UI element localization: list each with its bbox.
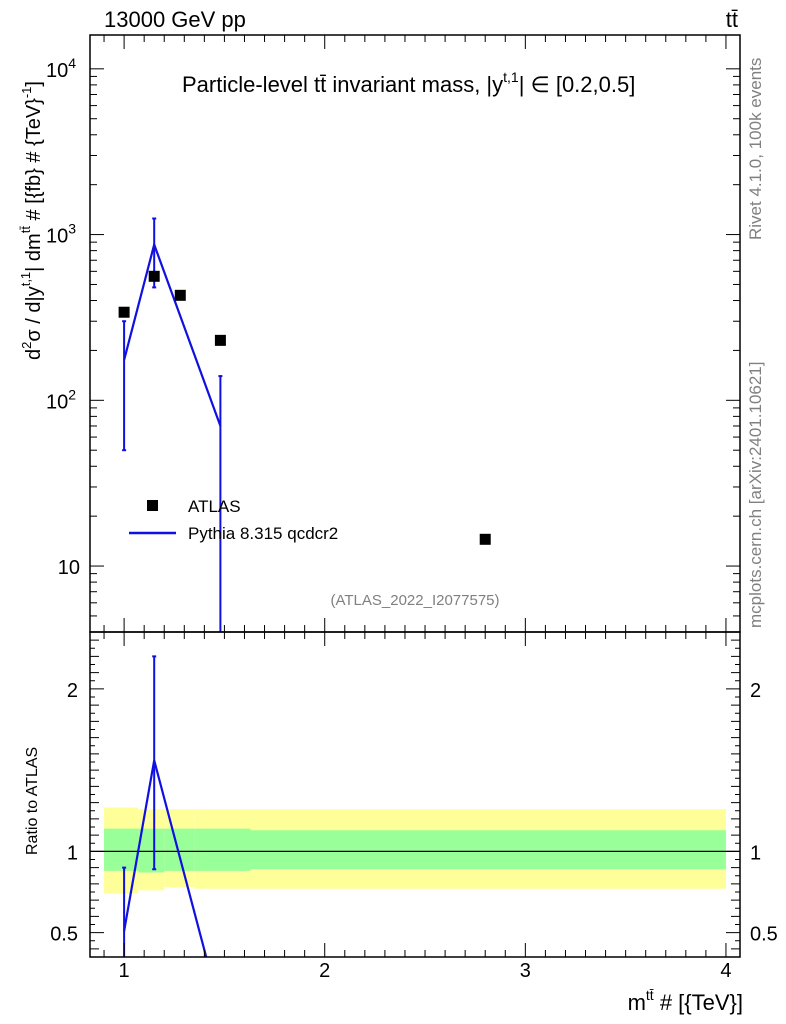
x-tick-label-2: 3 [520, 960, 531, 982]
x-axis-label: mtt̄ # [{TeV}] [628, 987, 743, 1015]
y-tick-label-2: 103 [46, 221, 76, 248]
ratio-band-inner-2 [164, 828, 195, 871]
header-right: tt̄ [726, 7, 738, 32]
x-tick-label-1: 2 [319, 960, 330, 982]
legend-label-atlas: ATLAS [188, 497, 241, 516]
main-panel-data [118, 217, 491, 632]
data-point-0 [118, 306, 130, 318]
analysis-tag: (ATLAS_2022_I2077575) [330, 592, 499, 609]
y-tick-label-0: 10 [58, 557, 80, 579]
ratio-band-inner-1 [138, 828, 165, 873]
ratio-tick-label-left-1: 1 [67, 842, 78, 864]
ratio-tick-label-right-2: 2 [750, 680, 761, 702]
mc-line [123, 240, 222, 427]
ratio-panel-frame [89, 631, 741, 958]
data-point-4 [479, 533, 491, 545]
x-tick-label-3: 4 [720, 960, 731, 982]
data-point-2 [174, 289, 186, 301]
rivet-label: Rivet 4.1.0, 100k events [746, 58, 765, 240]
y-tick-label-3: 104 [46, 55, 76, 82]
ratio-band-inner-4 [250, 830, 726, 870]
ratio-y-axis-label: Ratio to ATLAS [24, 747, 41, 855]
data-point-1 [148, 270, 160, 282]
mcplots-label: mcplots.cern.ch [arXiv:2401.10621] [746, 362, 765, 628]
x-tick-label-0: 1 [119, 960, 130, 982]
ratio-panel-data [90, 655, 740, 957]
y-axis-label: d2σ / d|yt,1| dmtt̄ # [{fb} # {TeV}-1] [18, 81, 45, 360]
ratio-tick-label-left-2: 2 [67, 680, 78, 702]
ratio-axis-ticks: 1 2 3 4 0.5 0.5 1 1 2 2 [50, 631, 778, 982]
ratio-tick-label-right-0: 0.5 [750, 924, 778, 946]
ratio-tick-label-right-1: 1 [750, 842, 761, 864]
header-left: 13000 GeV pp [104, 7, 246, 32]
ratio-band-inner-0 [104, 828, 139, 871]
main-axis-ticks: 10 102 103 104 [46, 35, 740, 633]
legend-label-pythia: Pythia 8.315 qcdcr2 [188, 524, 338, 543]
ratio-band-inner-3 [194, 828, 251, 871]
data-point-3 [214, 334, 226, 346]
y-tick-label-1: 102 [46, 386, 76, 413]
legend-marker-atlas [147, 500, 158, 511]
ratio-tick-label-left-0: 0.5 [50, 924, 78, 946]
chart-title: Particle-level tt̄ invariant mass, |yt,1… [182, 69, 635, 97]
